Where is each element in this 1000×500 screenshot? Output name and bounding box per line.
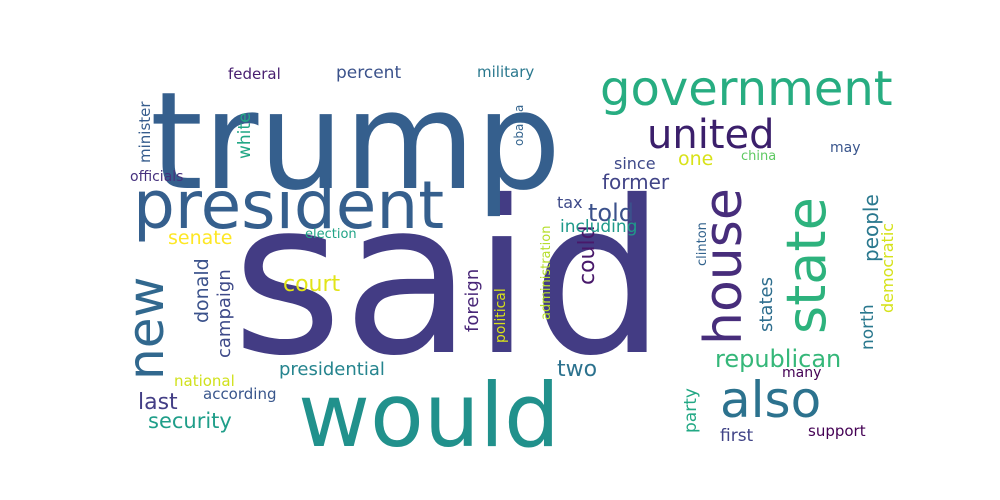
word-campaign: campaign: [214, 269, 235, 358]
word-may: may: [830, 140, 861, 156]
word-obama: obama: [512, 105, 526, 146]
word-two: two: [557, 357, 597, 382]
word-house: house: [694, 188, 754, 345]
word-clinton: clinton: [695, 222, 710, 266]
word-since: since: [614, 154, 656, 173]
word-new: new: [117, 277, 175, 380]
word-china: china: [741, 149, 776, 164]
word-minister: minister: [136, 101, 154, 163]
word-former: former: [602, 170, 670, 194]
word-people: people: [859, 194, 883, 262]
word-court: court: [283, 272, 341, 297]
word-tax: tax: [557, 193, 583, 212]
word-according: according: [203, 385, 276, 403]
word-trump: trump: [150, 63, 561, 220]
word-north: north: [858, 304, 878, 350]
word-many: many: [782, 365, 821, 381]
word-could: could: [575, 225, 600, 285]
word-election: election: [305, 227, 357, 242]
word-federal: federal: [228, 65, 281, 83]
word-presidential: presidential: [279, 359, 385, 380]
word-told: told: [588, 199, 634, 227]
word-democratic: democratic: [878, 223, 897, 313]
word-security: security: [148, 409, 232, 433]
word-national: national: [174, 372, 235, 390]
word-republican: republican: [715, 345, 841, 373]
word-administration: administration: [539, 226, 554, 320]
word-would: would: [298, 364, 560, 467]
word-president: president: [133, 167, 444, 244]
word-support: support: [808, 422, 866, 440]
word-military: military: [477, 63, 534, 81]
word-one: one: [678, 148, 713, 170]
word-percent: percent: [336, 63, 401, 83]
word-also: also: [720, 371, 821, 429]
word-states: states: [756, 277, 777, 332]
word-officials: officials: [130, 169, 183, 185]
word-last: last: [138, 390, 178, 415]
word-foreign: foreign: [462, 269, 483, 332]
word-party: party: [681, 388, 701, 433]
word-said: said: [232, 155, 666, 402]
word-senate: senate: [168, 227, 232, 249]
word-white: white: [235, 112, 255, 159]
word-first: first: [720, 426, 754, 446]
word-donald: donald: [191, 258, 213, 323]
word-political: political: [493, 288, 509, 343]
word-united: united: [647, 112, 775, 158]
word-state: state: [775, 197, 838, 334]
word-government: government: [600, 61, 893, 117]
word-including: including: [560, 217, 637, 237]
